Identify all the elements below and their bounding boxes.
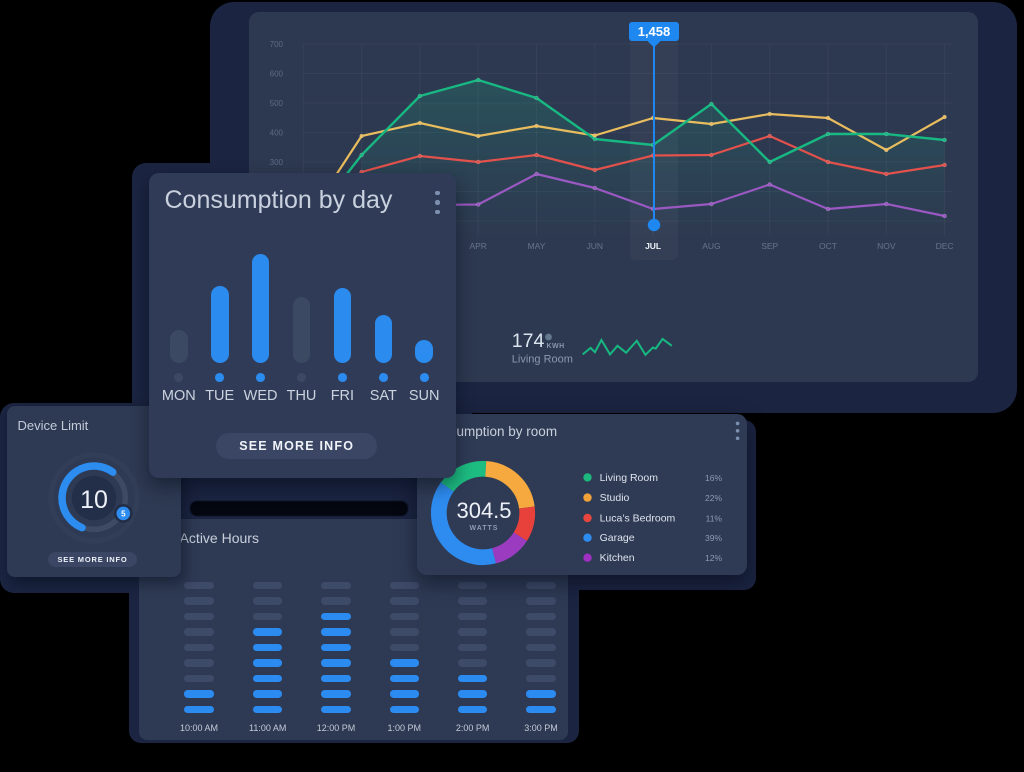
svg-text:600: 600	[270, 70, 284, 79]
svg-text:AUG: AUG	[702, 241, 720, 251]
svg-text:16%: 16%	[705, 473, 722, 483]
svg-text:1,458: 1,458	[638, 24, 671, 39]
svg-text:300: 300	[270, 158, 284, 167]
svg-text:10: 10	[80, 486, 108, 514]
svg-text:Garage: Garage	[600, 532, 635, 544]
svg-text:174: 174	[512, 330, 545, 352]
svg-text:5: 5	[121, 509, 126, 518]
svg-text:OCT: OCT	[819, 241, 837, 251]
svg-text:DEC: DEC	[936, 241, 954, 251]
svg-text:500: 500	[270, 99, 284, 108]
svg-text:Living Room: Living Room	[512, 354, 573, 366]
svg-text:MAY: MAY	[528, 241, 546, 251]
svg-text:NOV: NOV	[877, 241, 896, 251]
svg-text:WATTS: WATTS	[470, 525, 499, 532]
svg-text:700: 700	[270, 40, 284, 49]
svg-text:JUN: JUN	[587, 241, 604, 251]
svg-text:304.5: 304.5	[456, 498, 511, 523]
svg-text:39%: 39%	[705, 533, 722, 543]
svg-text:11%: 11%	[706, 514, 723, 524]
svg-text:SEP: SEP	[761, 241, 778, 251]
svg-text:400: 400	[270, 129, 284, 138]
svg-text:Living Room: Living Room	[600, 472, 659, 484]
svg-text:Kitchen: Kitchen	[600, 552, 635, 564]
svg-text:JUL: JUL	[645, 241, 661, 251]
svg-text:12%: 12%	[705, 553, 722, 563]
svg-text:Studio: Studio	[600, 492, 630, 504]
svg-text:APR: APR	[469, 241, 486, 251]
svg-text:KWH: KWH	[547, 343, 565, 350]
svg-text:Luca’s Bedroom: Luca’s Bedroom	[600, 513, 676, 525]
svg-text:22%: 22%	[705, 493, 722, 503]
